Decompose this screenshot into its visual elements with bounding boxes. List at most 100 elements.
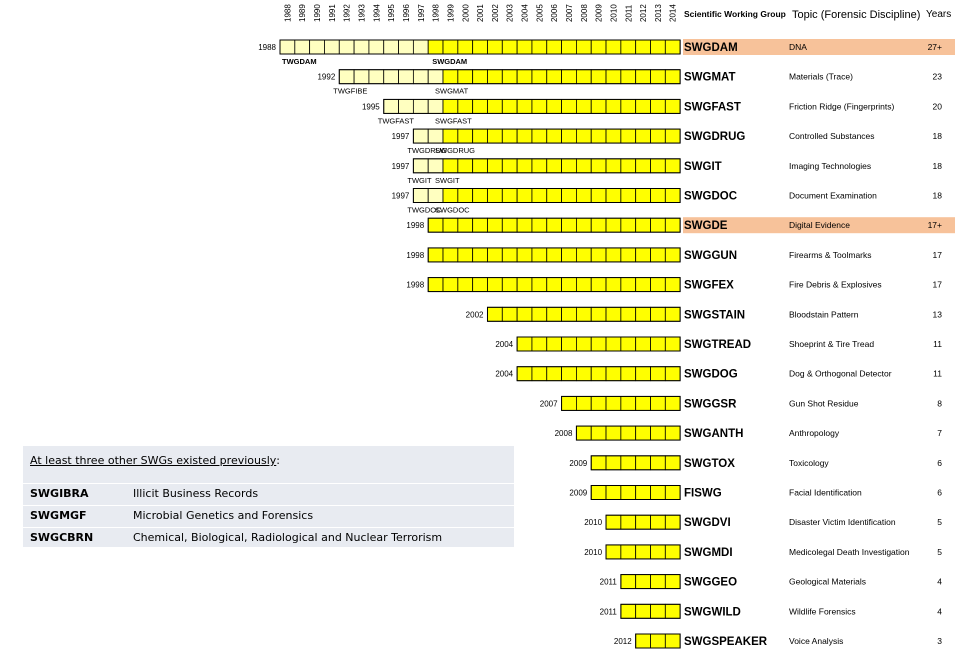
- row-bar-frame: [412, 158, 681, 174]
- group-name: SWGGUN: [684, 250, 737, 262]
- years-value: 4: [937, 606, 942, 616]
- start-year-label: 2009: [569, 459, 587, 468]
- year-cell: [368, 69, 385, 85]
- year-cell: [576, 395, 592, 411]
- year-cell: [605, 99, 622, 114]
- tw-phase-label: TWGDRUG: [407, 146, 447, 155]
- year-cell: [620, 485, 637, 500]
- year-cell: [294, 39, 311, 55]
- year-cell: [620, 544, 637, 560]
- year-cell: [650, 485, 666, 500]
- start-year-label: 1998: [406, 221, 424, 230]
- row-bar-frame: [620, 574, 681, 590]
- year-cell: [383, 99, 399, 114]
- year-tick-label: 1998: [432, 4, 441, 22]
- row-bar-frame: [605, 514, 681, 530]
- year-cell: [561, 158, 577, 174]
- year-cell: [472, 247, 488, 263]
- year-cell: [531, 188, 548, 203]
- year-cell: [412, 188, 429, 203]
- year-cell: [427, 247, 444, 263]
- year-cell: [427, 188, 444, 203]
- start-year-label: 2010: [584, 548, 602, 557]
- year-cell: [472, 277, 488, 293]
- year-cell: [368, 39, 385, 55]
- group-name: SWGDRUG: [684, 131, 745, 143]
- year-cell: [605, 395, 622, 411]
- year-cell: [546, 306, 562, 322]
- year-tick-label: 1991: [328, 4, 337, 22]
- year-cell: [516, 128, 533, 144]
- years-value: 5: [937, 547, 942, 557]
- year-cell: [457, 99, 474, 114]
- highlight-layer: [683, 39, 955, 234]
- year-tick-label: 2000: [461, 4, 470, 22]
- year-cell: [427, 128, 444, 144]
- year-cell: [664, 99, 681, 114]
- year-cell: [546, 69, 562, 85]
- year-cell: [590, 425, 607, 441]
- year-cell: [546, 188, 562, 203]
- year-cell: [561, 128, 577, 144]
- group-name: FISWG: [684, 488, 722, 500]
- group-name: SWGGEO: [684, 577, 737, 589]
- year-tick-label: 2010: [609, 4, 618, 22]
- year-cell: [635, 69, 651, 85]
- year-cell: [605, 306, 622, 322]
- year-cell: [635, 39, 651, 55]
- year-cell: [383, 69, 399, 85]
- years-value: 11: [933, 339, 942, 349]
- year-cell: [353, 39, 370, 55]
- year-cell: [472, 69, 488, 85]
- year-header: 1988 1989 1990 1991 1992 1993 1994 1995 1996 1997…: [283, 4, 677, 22]
- year-cell: [531, 277, 548, 293]
- year-cell: [590, 247, 607, 263]
- year-cell: [561, 366, 577, 382]
- row-bar-frame: [516, 336, 681, 352]
- year-cell: [605, 485, 622, 500]
- year-cell: [412, 128, 429, 144]
- year-cell: [501, 306, 518, 322]
- years-value: 18: [933, 131, 943, 141]
- year-cell: [412, 99, 429, 114]
- year-cell: [664, 188, 681, 203]
- year-cell: [487, 188, 503, 203]
- previous-swgs-note: At least three other SWGs existed previo…: [23, 446, 514, 547]
- year-cell: [338, 69, 355, 85]
- year-cell: [561, 99, 577, 114]
- year-cell: [442, 39, 459, 55]
- years-value: 18: [933, 191, 943, 201]
- year-cell: [635, 366, 651, 382]
- year-cell: [546, 247, 562, 263]
- year-cell: [472, 217, 488, 233]
- year-cell: [635, 336, 651, 352]
- year-cell: [516, 39, 533, 55]
- year-cell: [427, 217, 444, 233]
- year-cell: [650, 455, 666, 471]
- topic-label: Materials (Trace): [789, 72, 853, 82]
- year-cell: [620, 336, 637, 352]
- year-cell: [664, 395, 681, 411]
- year-cell: [546, 158, 562, 174]
- note-row: SWGCBRN Chemical, Biological, Radiologic…: [23, 527, 514, 548]
- year-cell: [590, 217, 607, 233]
- year-cell: [605, 455, 622, 471]
- year-cell: [561, 217, 577, 233]
- year-cell: [650, 544, 666, 560]
- note-desc: Microbial Genetics and Forensics: [133, 509, 314, 522]
- year-cell: [309, 39, 325, 55]
- year-cell: [442, 158, 459, 174]
- tw-phase-label: TWGFAST: [378, 116, 415, 125]
- topic-label: Voice Analysis: [789, 636, 843, 646]
- year-cell: [576, 425, 592, 441]
- topic-label: Facial Identification: [789, 488, 862, 498]
- year-cell: [576, 277, 592, 293]
- year-cell: [605, 158, 622, 174]
- year-cell: [664, 574, 681, 589]
- year-cell: [516, 306, 533, 322]
- year-cell: [620, 425, 637, 441]
- year-cell: [664, 603, 681, 619]
- year-cell: [427, 99, 444, 114]
- group-name: SWGSTAIN: [684, 309, 745, 321]
- year-cell: [650, 425, 666, 441]
